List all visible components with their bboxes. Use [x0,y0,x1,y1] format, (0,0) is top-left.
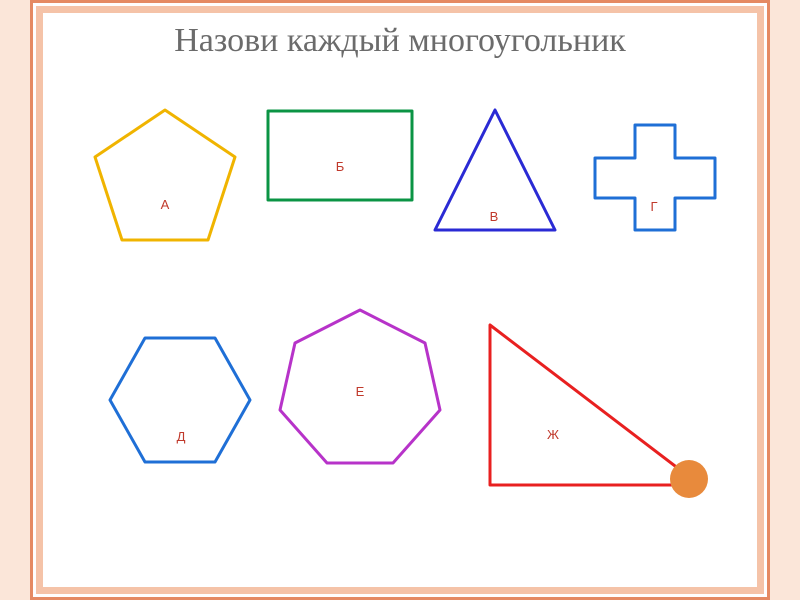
shape-triangle-right-label: Ж [542,428,564,444]
shape-rectangle-outline [268,111,412,200]
shape-cross-label: Г [644,200,664,214]
slide-title: Назови каждый многоугольник [30,22,770,60]
shape-rectangle-label: Б [330,160,350,174]
shape-cross [590,120,720,235]
shape-rectangle [265,108,415,203]
shape-triangle-iso-label: В [484,210,504,224]
shape-pentagon-label: А [154,198,176,214]
shape-cross-outline [595,125,715,230]
shape-triangle-right-outline [490,325,700,485]
shape-pentagon [90,105,240,245]
slide-frame: Назови каждый многоугольник А Б В Г Д Е Ж [30,0,770,600]
shape-heptagon-label: Е [350,385,370,399]
corner-accent-dot [670,460,708,498]
shape-triangle-right [485,320,705,490]
shape-hexagon-label: Д [170,430,192,446]
shape-hexagon [105,330,255,470]
shape-pentagon-outline [95,110,235,240]
